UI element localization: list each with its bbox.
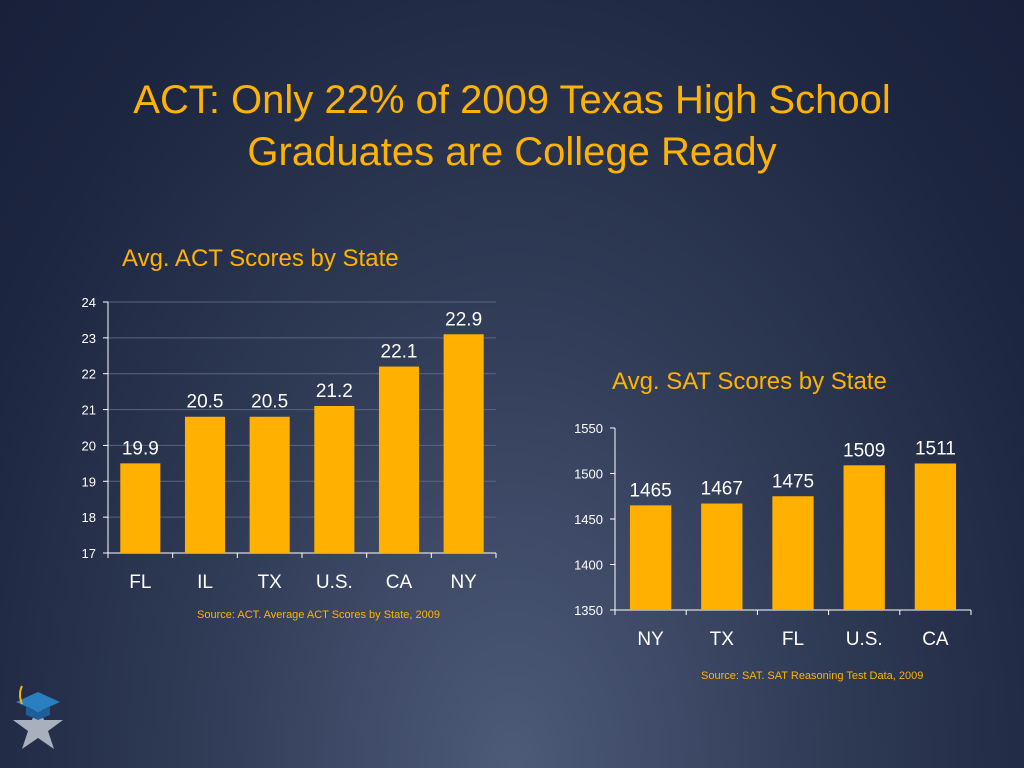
act-category-label: NY bbox=[450, 572, 477, 593]
sat-bar bbox=[701, 503, 743, 610]
sat-source-note: Source: SAT. SAT Reasoning Test Data, 20… bbox=[701, 670, 924, 682]
act-bar bbox=[184, 416, 226, 553]
sat-data-label: 1509 bbox=[843, 440, 885, 461]
star-graduation-cap-icon bbox=[13, 685, 63, 749]
act-data-label: 19.9 bbox=[122, 438, 159, 459]
act-category-label: U.S. bbox=[316, 572, 353, 593]
act-bar bbox=[378, 366, 420, 553]
sat-y-tick-label: 1400 bbox=[574, 558, 603, 573]
sat-bar bbox=[629, 505, 672, 610]
act-data-label: 20.5 bbox=[187, 392, 224, 413]
sat-category-label: FL bbox=[782, 629, 804, 650]
act-bar bbox=[120, 463, 161, 553]
sat-y-tick-label: 1450 bbox=[574, 512, 603, 527]
act-category-label: CA bbox=[386, 572, 413, 593]
act-category-label: IL bbox=[197, 572, 213, 593]
sat-category-label: TX bbox=[710, 629, 735, 650]
act-chart-title: Avg. ACT Scores by State bbox=[122, 245, 399, 272]
sat-category-label: U.S. bbox=[846, 629, 883, 650]
act-y-tick-label: 19 bbox=[82, 474, 96, 489]
act-y-tick-label: 22 bbox=[82, 367, 96, 382]
act-category-label: FL bbox=[129, 572, 151, 593]
sat-data-label: 1475 bbox=[772, 471, 814, 492]
sat-chart-title: Avg. SAT Scores by State bbox=[612, 368, 887, 395]
slide-title: ACT: Only 22% of 2009 Texas High School … bbox=[133, 78, 891, 174]
act-data-label: 20.5 bbox=[251, 392, 288, 413]
act-y-tick-label: 17 bbox=[82, 546, 96, 561]
act-y-tick-label: 23 bbox=[82, 331, 96, 346]
act-bar bbox=[443, 334, 484, 553]
act-bar bbox=[249, 416, 290, 553]
act-y-tick-label: 18 bbox=[82, 510, 96, 525]
sat-y-tick-label: 1350 bbox=[574, 603, 603, 618]
sat-bar bbox=[843, 465, 885, 610]
act-category-label: TX bbox=[258, 572, 283, 593]
act-data-label: 22.9 bbox=[445, 309, 482, 330]
act-bar bbox=[314, 405, 355, 553]
act-y-tick-label: 24 bbox=[82, 295, 96, 310]
sat-data-label: 1511 bbox=[915, 438, 956, 459]
act-data-label: 22.1 bbox=[381, 342, 418, 363]
act-data-label: 21.2 bbox=[316, 381, 353, 402]
sat-y-tick-label: 1500 bbox=[574, 467, 603, 482]
sat-data-label: 1467 bbox=[701, 479, 743, 500]
sat-bar bbox=[772, 496, 814, 610]
sat-y-tick-label: 1550 bbox=[574, 421, 603, 436]
sat-category-label: CA bbox=[922, 629, 949, 650]
sat-category-label: NY bbox=[637, 629, 664, 650]
act-y-tick-label: 20 bbox=[82, 438, 96, 453]
act-source-note: Source: ACT. Average ACT Scores by State… bbox=[197, 609, 440, 621]
act-y-tick-label: 21 bbox=[82, 403, 96, 418]
sat-bar bbox=[914, 463, 957, 610]
sat-data-label: 1465 bbox=[629, 480, 671, 501]
